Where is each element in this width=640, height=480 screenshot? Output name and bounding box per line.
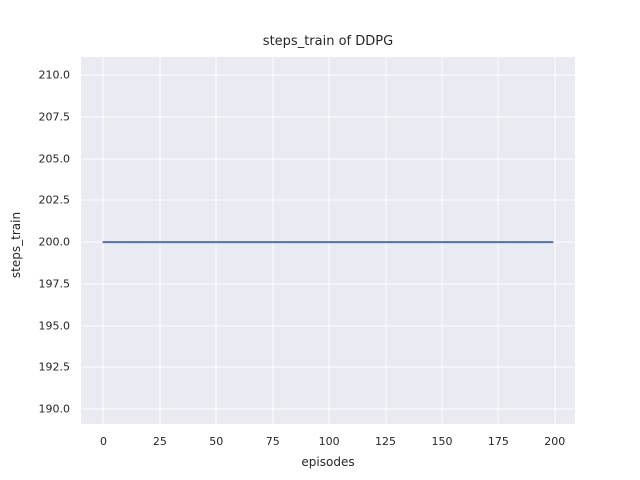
y-tick-label: 207.5 [38, 110, 71, 124]
x-tick-label: 200 [544, 435, 566, 448]
vertical-gridline [328, 57, 330, 424]
x-axis-label: episodes [301, 455, 355, 469]
y-tick-label: 195.0 [38, 319, 71, 333]
plot-area [81, 57, 575, 424]
horizontal-gridline [81, 158, 575, 160]
vertical-gridline [159, 57, 161, 424]
series-layer [102, 241, 554, 244]
x-tick-label: 100 [318, 435, 340, 448]
y-tick-label: 210.0 [38, 68, 71, 82]
horizontal-gridline [81, 74, 575, 76]
y-axis-tick-labels: 190.0 192.5 195.0 197.5 200.0 202.5 205.0 207.5… [0, 57, 75, 424]
vertical-gridline [215, 57, 217, 424]
horizontal-gridline [81, 366, 575, 368]
vertical-gridline [554, 57, 556, 424]
x-axis-tick-labels: 0 25 50 75 100 125 150 175 200 [81, 424, 575, 448]
y-tick-label: 205.0 [38, 152, 71, 166]
horizontal-gridline [81, 325, 575, 327]
vertical-gridline [385, 57, 387, 424]
horizontal-gridline [81, 283, 575, 285]
horizontal-gridline [81, 116, 575, 118]
x-tick-label: 125 [375, 435, 397, 448]
x-tick-label: 75 [265, 435, 280, 448]
x-tick-label: 25 [152, 435, 167, 448]
horizontal-gridline [81, 408, 575, 410]
vertical-gridline [497, 57, 499, 424]
y-tick-label: 200.0 [38, 235, 71, 249]
x-tick-label: 50 [209, 435, 224, 448]
vertical-gridline [272, 57, 274, 424]
y-tick-label: 202.5 [38, 193, 71, 207]
x-tick-label: 0 [99, 435, 107, 448]
y-axis-label: steps_train [9, 211, 23, 279]
chart-title: steps_train of DDPG [262, 34, 394, 49]
vertical-gridline [102, 57, 104, 424]
x-tick-label: 150 [431, 435, 453, 448]
vertical-gridline [441, 57, 443, 424]
x-tick-label: 175 [487, 435, 509, 448]
y-tick-label: 192.5 [38, 360, 71, 374]
y-tick-label: 197.5 [38, 277, 71, 291]
horizontal-gridline [81, 199, 575, 201]
y-tick-label: 190.0 [38, 402, 71, 416]
